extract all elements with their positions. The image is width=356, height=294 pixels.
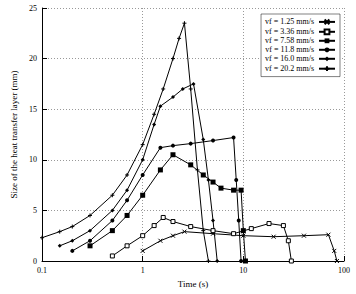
svg-text:vf = 1.25 mm/s: vf = 1.25 mm/s [265, 17, 314, 26]
svg-text:vf = 3.36 mm/s: vf = 3.36 mm/s [265, 27, 314, 36]
svg-text:vf = 11.8 mm/s: vf = 11.8 mm/s [265, 45, 314, 54]
svg-text:Time (s): Time (s) [178, 279, 208, 289]
svg-text:10: 10 [29, 155, 37, 164]
svg-text:15: 15 [29, 105, 37, 114]
svg-text:20: 20 [29, 54, 37, 63]
svg-text:1: 1 [141, 266, 145, 275]
svg-text:0.1: 0.1 [37, 266, 47, 275]
svg-text:Size of the heat transfer laye: Size of the heat transfer layer (mm) [9, 71, 19, 199]
svg-text:vf = 16.0 mm/s: vf = 16.0 mm/s [265, 54, 314, 63]
svg-text:10: 10 [239, 266, 247, 275]
svg-text:vf = 20.2 mm/s: vf = 20.2 mm/s [265, 64, 314, 73]
svg-text:0: 0 [33, 257, 37, 266]
svg-text:vf = 7.58 mm/s: vf = 7.58 mm/s [265, 36, 314, 45]
svg-text:5: 5 [33, 206, 37, 215]
svg-text:25: 25 [29, 4, 37, 13]
svg-text:100: 100 [338, 266, 350, 275]
